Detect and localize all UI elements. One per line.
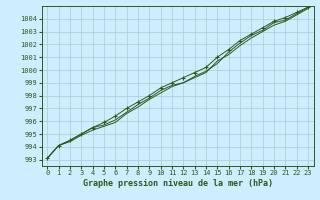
X-axis label: Graphe pression niveau de la mer (hPa): Graphe pression niveau de la mer (hPa) [83, 179, 273, 188]
